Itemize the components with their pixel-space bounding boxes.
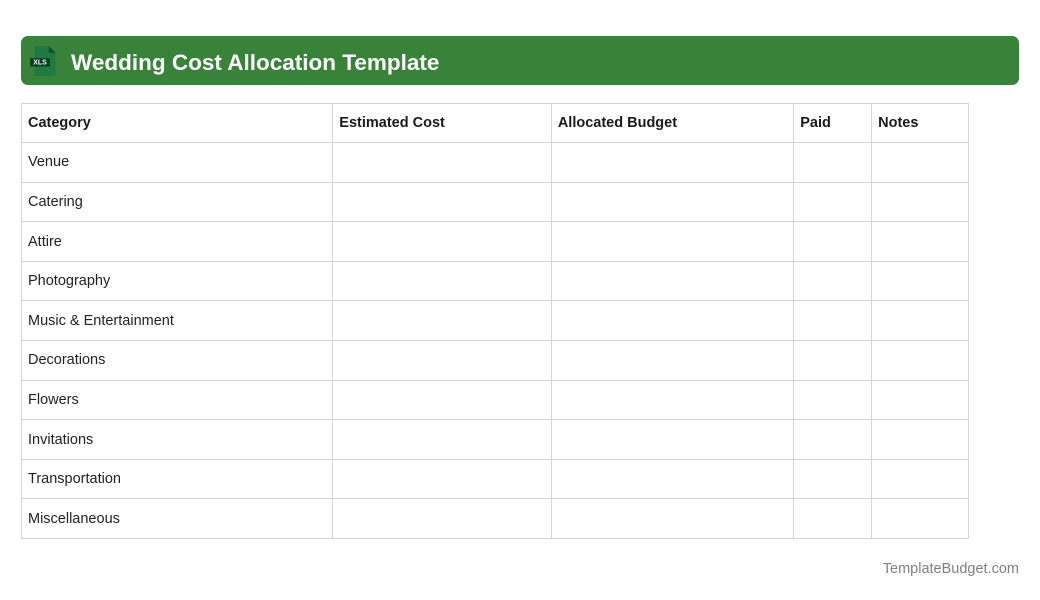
svg-text:XLS: XLS <box>33 60 47 67</box>
